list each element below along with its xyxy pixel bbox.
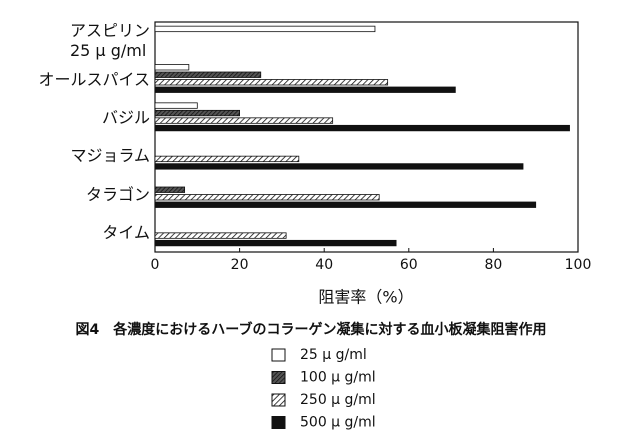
bar (154, 186, 186, 193)
bar (154, 117, 334, 124)
x-tick-label: 0 (151, 257, 160, 273)
bar (154, 155, 300, 163)
x-tick-label: 40 (315, 257, 333, 273)
chart-title: 図4 各濃度におけるハーブのコラーゲン凝集に対する血小板凝集阻害作用 (76, 321, 547, 338)
bar (154, 109, 240, 117)
legend-label: 100 μ g/ml (300, 370, 376, 386)
bar (154, 239, 397, 247)
legend-label: 500 μ g/ml (300, 415, 376, 431)
legend-swatch (271, 371, 286, 384)
bar (154, 194, 380, 201)
bar (154, 25, 376, 33)
bar (154, 71, 262, 78)
x-tick-label: 100 (565, 257, 592, 273)
bar (154, 102, 198, 109)
bar (154, 163, 524, 170)
legend-swatch (271, 416, 286, 429)
legend-swatch (271, 348, 286, 362)
bar (154, 79, 389, 86)
plot-frame (154, 21, 579, 253)
legend-label: 25 μ g/ml (300, 347, 367, 363)
bar (154, 124, 570, 132)
bar (154, 64, 190, 71)
bar (154, 86, 456, 93)
x-tick-label: 20 (231, 257, 249, 273)
bar (154, 201, 537, 208)
y-tick-label: バジル (101, 107, 150, 127)
legend-swatch (271, 393, 286, 407)
y-tick-label: マジョラム (70, 146, 150, 166)
x-tick-label: 60 (400, 257, 418, 273)
x-tick-label: 80 (484, 257, 502, 273)
y-tick-label: タイム (102, 222, 150, 242)
y-tick-label: タラゴン (85, 184, 150, 204)
legend-label: 250 μ g/ml (300, 392, 376, 408)
x-axis-label: 阻害率（%） (318, 288, 413, 307)
bar (154, 232, 287, 239)
y-tick-label: オールスパイス (38, 69, 150, 89)
y-tick-label: アスピリン 25 μ g/ml (69, 21, 150, 61)
